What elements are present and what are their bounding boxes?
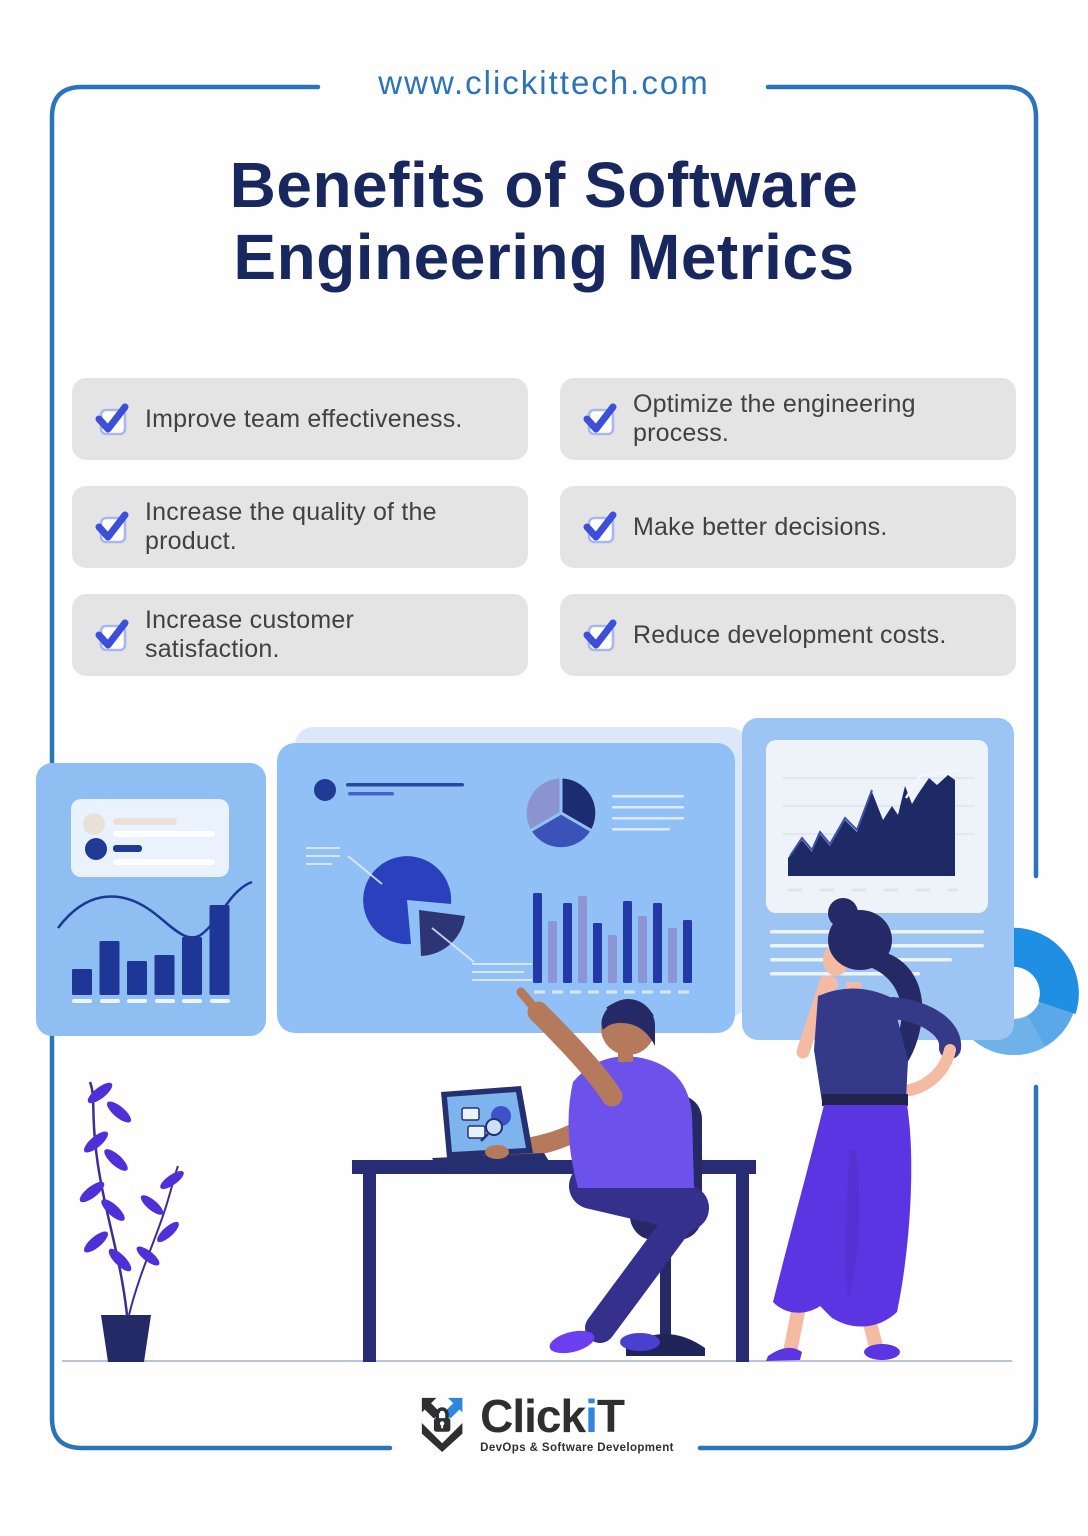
website-url: www.clickittech.com [378, 64, 710, 101]
left-panel-bars [72, 905, 230, 995]
checkbox-icon [95, 403, 129, 436]
plant [79, 1081, 184, 1362]
pie-chart-large [306, 847, 532, 981]
center-panel-bars [533, 893, 692, 983]
page-title: Benefits of Software Engineering Metrics [0, 149, 1088, 293]
benefit-item-improve-team: Improve team effectiveness. [72, 378, 528, 460]
benefit-label: Optimize the engineering process. [633, 390, 916, 447]
checkbox-icon [583, 403, 617, 436]
benefit-label: Increase customer satisfaction. [145, 606, 355, 663]
checkbox-icon [95, 511, 129, 544]
brand-tagline: DevOps & Software Development [480, 1441, 674, 1454]
checkbox-icon [95, 619, 129, 652]
woman-standing [766, 898, 962, 1361]
benefit-item-increase-quality: Increase the quality of the product. [72, 486, 528, 568]
center-dashboard-panel [277, 727, 747, 1033]
checkbox-icon [583, 619, 617, 652]
benefit-item-reduce-costs: Reduce development costs. [560, 594, 1016, 676]
logo-text: ClickiT DevOps & Software Development [480, 1393, 674, 1454]
title-line-2: Engineering Metrics [233, 220, 855, 293]
benefit-label: Make better decisions. [633, 512, 888, 541]
clickit-logo: ClickiT DevOps & Software Development [400, 1392, 688, 1454]
laptop [432, 1086, 552, 1170]
benefit-item-optimize-process: Optimize the engineering process. [560, 378, 1016, 460]
right-dashboard-panel [742, 718, 1014, 1040]
benefit-item-customer-satisfaction: Increase customer satisfaction. [72, 594, 528, 676]
benefit-label: Improve team effectiveness. [145, 404, 463, 433]
checkbox-icon [583, 511, 617, 544]
brand-name: ClickiT [480, 1389, 625, 1442]
brand-accent-letter: i [585, 1389, 598, 1442]
left-dashboard-panel [36, 763, 266, 1036]
area-chart [788, 775, 955, 876]
benefit-label: Reduce development costs. [633, 620, 947, 649]
shield-lock-icon [421, 1397, 463, 1452]
pie-chart-small [523, 775, 599, 851]
benefit-item-better-decisions: Make better decisions. [560, 486, 1016, 568]
title-line-1: Benefits of Software [229, 149, 859, 221]
benefit-label: Increase the quality of the product. [145, 498, 437, 555]
benefits-grid: Improve team effectiveness. Optimize the… [72, 378, 1016, 676]
